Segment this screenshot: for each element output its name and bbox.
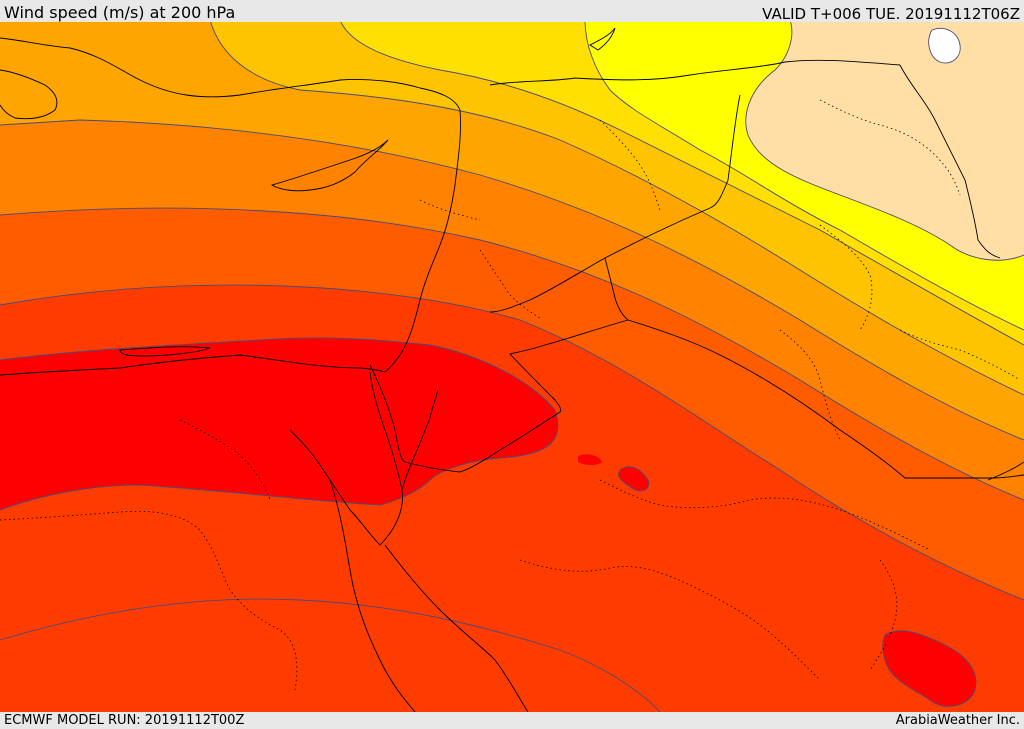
border-line: [899, 64, 1001, 259]
map-title: Wind speed (m/s) at 200 hPa: [4, 3, 236, 22]
isotach-lines: [0, 22, 1024, 712]
isotach-line: [0, 598, 661, 712]
isotach-line: [0, 207, 1024, 501]
coastline-sinai-gulf-suez: [289, 371, 403, 546]
isotach-line: [210, 22, 1024, 396]
wind-shading: [0, 22, 1024, 712]
border-line: [404, 411, 561, 473]
border-line: [709, 94, 741, 209]
valid-time: VALID T+006 TUE. 20191112T06Z: [762, 5, 1020, 23]
borders: [369, 59, 1024, 479]
coastlines: [0, 27, 1024, 712]
band-white-spot: [928, 28, 961, 64]
isotach-line: [0, 284, 1024, 601]
province-line: [599, 479, 931, 551]
isotach-line: [882, 630, 977, 707]
border-line: [489, 59, 901, 86]
coastline-gulf-aqaba: [401, 389, 439, 491]
footer-bar: ECMWF MODEL RUN: 20191112T00Z ArabiaWeat…: [0, 712, 1024, 729]
border-line: [627, 319, 1024, 479]
coastline-persian-gulf: [987, 461, 1024, 481]
province-line: [599, 119, 661, 211]
province-line: [479, 249, 541, 319]
band-light-tan: [745, 22, 1024, 261]
model-run-label: ECMWF MODEL RUN: 20191112T00Z: [4, 713, 245, 728]
band-strong-core: [0, 337, 558, 510]
isotach-line: [0, 337, 559, 511]
coastline-aegean: [0, 69, 58, 120]
coastline-anatolia: [0, 37, 461, 111]
coastline-egypt-libya: [0, 354, 386, 376]
coastline-red-sea-east: [384, 544, 529, 712]
coastline-red-sea-west: [329, 479, 416, 712]
isotach-line: [0, 119, 1024, 441]
isotach-line: [340, 22, 1024, 346]
isotach-line: [584, 22, 1024, 331]
province-line: [899, 329, 1021, 381]
band-core-small-2: [618, 466, 649, 491]
isotach-line: [928, 27, 961, 64]
coastline-crete: [119, 346, 211, 357]
province-line: [519, 559, 821, 681]
coastline-caspian: [589, 27, 616, 51]
province-line: [0, 510, 298, 691]
header-bar: Wind speed (m/s) at 200 hPa VALID T+006 …: [0, 0, 1024, 23]
province-line: [419, 199, 481, 221]
credit-label: ArabiaWeather Inc.: [895, 713, 1020, 728]
coastline-levant: [384, 109, 461, 373]
province-boundaries: [0, 99, 1021, 691]
isotach-line: [745, 22, 1024, 261]
border-line: [509, 319, 629, 413]
province-line: [179, 419, 271, 501]
isotach-line: [618, 466, 650, 492]
border-line: [369, 364, 406, 463]
border-line: [489, 207, 711, 313]
coastline-cyprus: [270, 139, 389, 192]
province-line: [819, 99, 961, 196]
wind-speed-map: [0, 22, 1024, 712]
province-line: [869, 559, 898, 671]
border-line: [604, 257, 629, 321]
province-line: [779, 329, 841, 441]
band-core-small-3: [578, 454, 602, 465]
